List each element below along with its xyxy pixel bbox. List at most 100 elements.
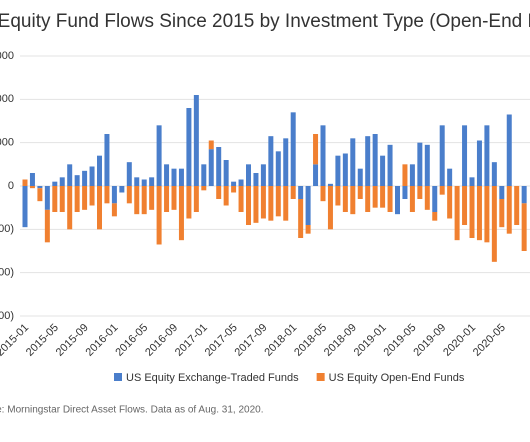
bar bbox=[290, 186, 296, 199]
bar bbox=[253, 173, 259, 186]
bar bbox=[149, 186, 155, 210]
bar bbox=[186, 108, 192, 186]
bar bbox=[298, 199, 304, 238]
bar bbox=[104, 134, 110, 186]
bar bbox=[305, 186, 311, 225]
y-tick-label: 0 bbox=[8, 180, 14, 192]
bar bbox=[521, 203, 527, 251]
bar bbox=[97, 155, 102, 186]
bar bbox=[298, 186, 304, 199]
bar bbox=[89, 186, 95, 206]
legend-swatch bbox=[114, 373, 122, 381]
bar bbox=[231, 186, 237, 193]
bar bbox=[432, 186, 438, 212]
bar bbox=[231, 181, 237, 186]
bar bbox=[283, 186, 289, 221]
bar bbox=[439, 125, 445, 186]
bar bbox=[462, 186, 468, 225]
bar bbox=[365, 136, 371, 186]
bar bbox=[134, 177, 140, 186]
bar bbox=[201, 164, 207, 186]
bar bbox=[514, 186, 520, 225]
bar bbox=[216, 147, 222, 186]
bar bbox=[201, 186, 207, 191]
bar bbox=[320, 125, 326, 186]
bar bbox=[223, 160, 229, 186]
bar bbox=[409, 164, 415, 186]
y-tick-label: 30,000 bbox=[0, 50, 14, 62]
bar bbox=[357, 186, 363, 199]
bar bbox=[372, 134, 378, 186]
bar bbox=[275, 186, 281, 217]
bar bbox=[417, 186, 423, 199]
bar bbox=[432, 212, 438, 221]
bar bbox=[141, 179, 147, 186]
bar bbox=[335, 155, 341, 186]
bar bbox=[22, 186, 28, 228]
bar bbox=[469, 186, 475, 238]
y-tick-label: 10,000 bbox=[0, 137, 14, 149]
bar bbox=[402, 164, 408, 186]
legend-label: US Equity Exchange-Traded Funds bbox=[126, 372, 299, 384]
bar bbox=[320, 186, 326, 202]
bar bbox=[134, 186, 140, 215]
bar bbox=[260, 186, 266, 219]
bar bbox=[521, 186, 527, 204]
bar bbox=[238, 179, 244, 186]
source-note: Source: Morningstar Direct Asset Flows. … bbox=[0, 405, 263, 416]
bar bbox=[387, 144, 393, 186]
bar bbox=[462, 125, 468, 186]
bar bbox=[424, 144, 430, 186]
bar bbox=[141, 186, 147, 215]
bar bbox=[380, 155, 386, 186]
bar bbox=[350, 138, 356, 186]
bar bbox=[164, 186, 170, 212]
bar bbox=[156, 125, 162, 186]
bar bbox=[447, 168, 453, 186]
bar bbox=[52, 181, 58, 186]
bar bbox=[126, 162, 132, 186]
bar bbox=[484, 186, 490, 243]
legend-swatch bbox=[316, 373, 325, 381]
bar bbox=[342, 153, 348, 186]
bar bbox=[402, 186, 408, 199]
bar bbox=[469, 177, 475, 186]
bar bbox=[126, 186, 132, 204]
bar bbox=[89, 166, 95, 186]
bar bbox=[327, 183, 333, 186]
bar bbox=[365, 186, 371, 212]
bar bbox=[104, 186, 110, 204]
bar bbox=[82, 170, 88, 186]
bar bbox=[193, 186, 199, 212]
bar bbox=[37, 186, 43, 189]
bar bbox=[22, 179, 28, 186]
bar bbox=[44, 186, 50, 210]
bar bbox=[506, 186, 512, 234]
bar bbox=[454, 186, 460, 241]
bar bbox=[67, 186, 73, 230]
legend-label: US Equity Open-End Funds bbox=[329, 372, 465, 384]
bar bbox=[387, 186, 393, 212]
bar bbox=[74, 186, 80, 212]
bar bbox=[238, 186, 244, 212]
bar bbox=[506, 114, 512, 186]
bar bbox=[67, 164, 73, 186]
bar bbox=[499, 199, 505, 228]
bar bbox=[44, 209, 50, 243]
bar bbox=[246, 186, 251, 225]
bar bbox=[59, 177, 65, 186]
bar bbox=[260, 164, 266, 186]
bar bbox=[149, 177, 155, 186]
y-tick-label: (30,000) bbox=[0, 310, 14, 322]
bar bbox=[313, 164, 319, 186]
bar bbox=[499, 186, 505, 199]
bar bbox=[208, 149, 214, 186]
bar bbox=[178, 168, 184, 186]
bar bbox=[439, 186, 445, 195]
bar bbox=[74, 175, 80, 186]
bar bbox=[327, 186, 333, 230]
bar bbox=[372, 186, 378, 208]
bar bbox=[417, 142, 423, 186]
